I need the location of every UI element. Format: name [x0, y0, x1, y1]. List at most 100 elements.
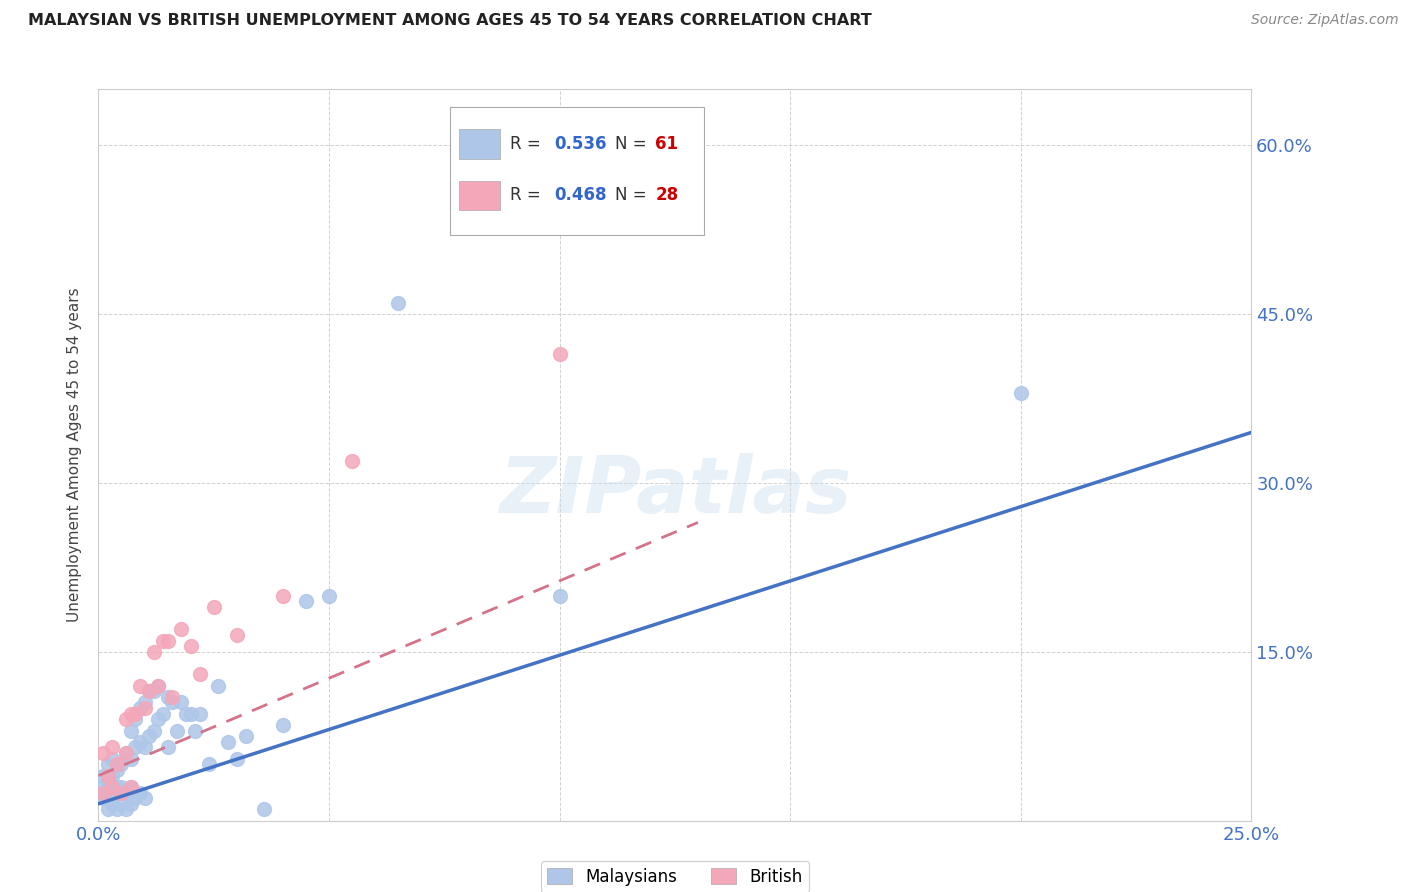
Point [110, 797, 132, 811]
Point [166, 723, 188, 738]
Point [91, 785, 114, 799]
Point [115, 802, 138, 816]
Point [142, 645, 165, 659]
Text: 28: 28 [655, 186, 679, 204]
Point [120, 752, 142, 766]
Point [110, 757, 132, 772]
Point [148, 679, 170, 693]
Point [340, 453, 363, 467]
Point [152, 706, 174, 721]
Point [110, 785, 132, 799]
Point [124, 791, 146, 805]
Point [198, 757, 221, 772]
Point [91, 780, 114, 794]
Point [184, 723, 207, 738]
Point [202, 599, 225, 614]
FancyBboxPatch shape [460, 129, 499, 159]
Point [271, 718, 294, 732]
Point [138, 684, 160, 698]
Point [124, 712, 146, 726]
Point [129, 785, 152, 799]
Point [115, 746, 138, 760]
Text: 0.536: 0.536 [554, 135, 606, 153]
Point [271, 589, 294, 603]
Point [160, 696, 183, 710]
Point [115, 785, 138, 799]
Text: R =: R = [510, 135, 546, 153]
Point [170, 623, 193, 637]
Point [101, 769, 124, 783]
Point [124, 740, 146, 755]
Point [207, 679, 229, 693]
FancyBboxPatch shape [450, 108, 704, 235]
Point [318, 589, 340, 603]
FancyBboxPatch shape [460, 180, 499, 210]
Text: 0.468: 0.468 [554, 186, 606, 204]
Point [188, 706, 211, 721]
Point [387, 296, 409, 310]
Point [142, 684, 165, 698]
Point [188, 667, 211, 681]
Point [115, 712, 138, 726]
Point [97, 769, 120, 783]
Point [225, 752, 247, 766]
Point [91, 769, 114, 783]
Point [180, 706, 202, 721]
Point [105, 757, 128, 772]
Point [180, 639, 202, 653]
Point [97, 791, 120, 805]
Point [174, 706, 197, 721]
Point [142, 723, 165, 738]
Point [120, 780, 142, 794]
Text: MALAYSIAN VS BRITISH UNEMPLOYMENT AMONG AGES 45 TO 54 YEARS CORRELATION CHART: MALAYSIAN VS BRITISH UNEMPLOYMENT AMONG … [28, 13, 872, 29]
Point [129, 701, 152, 715]
Point [134, 696, 156, 710]
Point [148, 712, 170, 726]
Point [110, 780, 132, 794]
Point [129, 679, 152, 693]
Point [156, 740, 179, 755]
Y-axis label: Unemployment Among Ages 45 to 54 years: Unemployment Among Ages 45 to 54 years [67, 287, 83, 623]
Point [160, 690, 183, 704]
Point [148, 679, 170, 693]
Point [97, 802, 120, 816]
Text: 61: 61 [655, 135, 678, 153]
Point [124, 706, 146, 721]
Point [134, 701, 156, 715]
Point [134, 740, 156, 755]
Point [225, 628, 247, 642]
Point [101, 740, 124, 755]
Text: Source: ZipAtlas.com: Source: ZipAtlas.com [1251, 13, 1399, 28]
Point [101, 752, 124, 766]
Point [105, 763, 128, 777]
Point [115, 746, 138, 760]
Text: R =: R = [510, 186, 546, 204]
Point [101, 780, 124, 794]
Point [170, 696, 193, 710]
Point [101, 785, 124, 799]
Point [129, 735, 152, 749]
Point [548, 346, 571, 360]
Point [91, 746, 114, 760]
Point [97, 774, 120, 789]
Text: N =: N = [614, 186, 652, 204]
Point [97, 757, 120, 772]
Point [235, 729, 257, 743]
Point [295, 594, 318, 608]
Point [120, 797, 142, 811]
Point [101, 797, 124, 811]
Point [134, 791, 156, 805]
Point [217, 735, 239, 749]
Point [120, 706, 142, 721]
Text: ZIPatlas: ZIPatlas [499, 453, 851, 530]
Point [105, 802, 128, 816]
Point [548, 589, 571, 603]
Point [138, 729, 160, 743]
Text: N =: N = [614, 135, 652, 153]
Point [156, 633, 179, 648]
Point [152, 633, 174, 648]
Point [138, 684, 160, 698]
Point [253, 802, 276, 816]
Point [156, 690, 179, 704]
Point [1010, 386, 1032, 401]
